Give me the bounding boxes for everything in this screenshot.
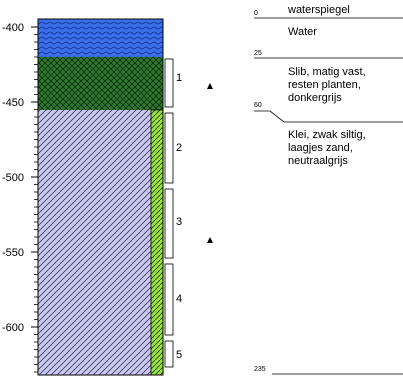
- sample-interval-box: [164, 112, 174, 184]
- sample-interval-box: [164, 188, 174, 259]
- water-layer: [38, 19, 163, 57]
- depth-tick-label: -400: [2, 22, 24, 34]
- triangle-marker-icon: [207, 83, 213, 89]
- sample-number-label: 4: [176, 293, 182, 305]
- sample-interval-box: [164, 340, 174, 368]
- triangle-marker-icon: [207, 237, 213, 243]
- sample-number-label: 3: [176, 216, 182, 228]
- depth-tick-label: -550: [2, 247, 24, 259]
- sample-number-label: 5: [176, 349, 182, 361]
- water-table-label: waterspiegel: [287, 4, 350, 16]
- depth-axis-minor-ticks: [34, 34, 38, 373]
- sample-number-label: 2: [176, 142, 182, 154]
- sample-interval-box: [164, 58, 174, 108]
- sample-interval-box: [164, 263, 174, 336]
- depth-axis-major-ticks: [31, 26, 38, 328]
- depth-marker-label: 0: [254, 10, 258, 17]
- sample-strip: [150, 109, 164, 376]
- clay-description-line: laagjes zand,: [288, 142, 353, 154]
- silt-description-line: donkergrijs: [288, 92, 342, 104]
- water-layer-description: Water: [288, 26, 317, 38]
- depth-marker-label: 235: [254, 366, 266, 373]
- silt-layer: [38, 57, 163, 110]
- clay-layer: [38, 110, 163, 375]
- clay-description-line: neutraalgrijs: [288, 155, 348, 167]
- depth-marker-label: 60: [254, 102, 262, 109]
- depth-tick-label: -500: [2, 172, 24, 184]
- depth-marker-label: 25: [254, 50, 262, 57]
- depth-tick-label: -600: [2, 322, 24, 334]
- depth-tick-label: -450: [2, 97, 24, 109]
- sample-number-label: 1: [176, 72, 182, 84]
- layer-boundary-line: [254, 110, 403, 123]
- clay-description-line: Klei, zwak siltig,: [288, 129, 366, 141]
- silt-description-line: Slib, matig vast,: [288, 66, 366, 78]
- silt-description-line: resten planten,: [288, 79, 361, 91]
